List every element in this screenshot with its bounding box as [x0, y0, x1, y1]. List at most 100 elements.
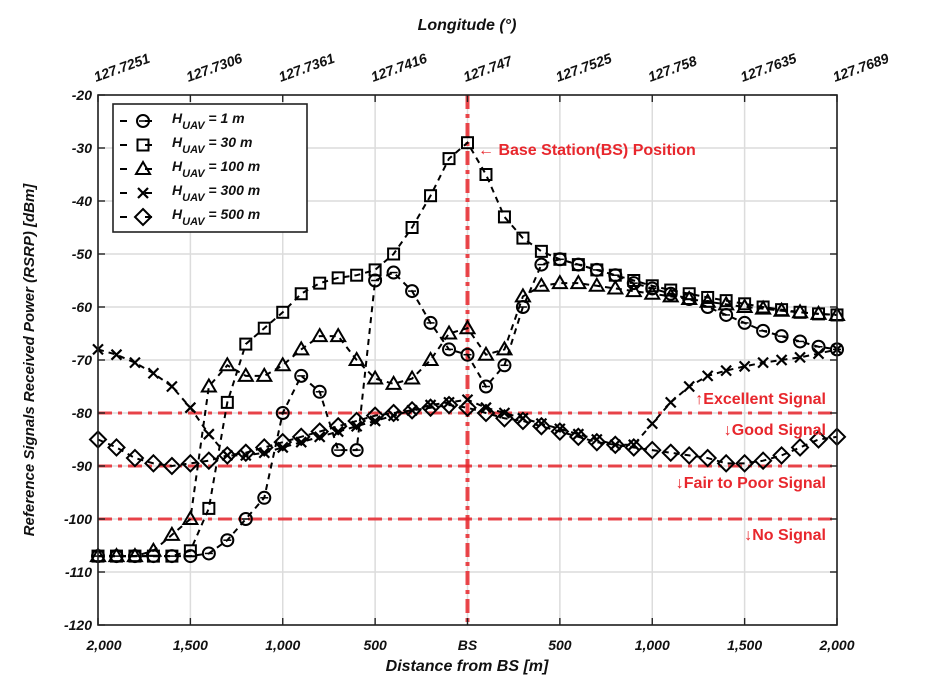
- y-tick-label: -80: [72, 405, 92, 421]
- diamond-marker: [384, 403, 404, 423]
- triangle-marker: [255, 366, 274, 382]
- excellent-signal-label: ↑Excellent Signal: [695, 391, 826, 408]
- triangle-marker: [144, 541, 163, 557]
- triangle-marker: [532, 276, 551, 292]
- diamond-marker: [661, 443, 681, 463]
- circle-marker: [737, 315, 752, 330]
- x-tick-label: 2,000: [85, 637, 121, 653]
- triangle-marker: [329, 327, 347, 343]
- circle-marker: [478, 379, 493, 394]
- x-marker: [701, 370, 714, 382]
- diamond-marker: [365, 406, 385, 426]
- y-tick-label: -30: [72, 140, 92, 156]
- y-tick-label: -90: [72, 458, 92, 474]
- diamond-marker: [458, 398, 477, 418]
- x-marker: [203, 428, 215, 440]
- circle-marker: [460, 347, 475, 362]
- square-marker: [571, 258, 585, 272]
- x-tick-label: 1,000: [265, 637, 300, 653]
- diamond-marker: [199, 451, 219, 471]
- x-tick-label: 500: [363, 637, 387, 653]
- circle-marker: [331, 443, 346, 458]
- circle-marker: [774, 329, 789, 344]
- diamond-marker: [125, 448, 145, 468]
- diamond-marker: [476, 403, 496, 423]
- circle-marker: [294, 368, 309, 383]
- triangle-marker: [606, 279, 625, 295]
- legend-entry-label: HUAV = 500 m: [172, 206, 260, 228]
- x-marker: [137, 187, 149, 199]
- diamond-marker: [568, 427, 588, 447]
- square-marker: [368, 263, 382, 277]
- diamond-marker: [772, 445, 791, 465]
- top-tick-label: 127.758: [646, 52, 699, 84]
- top-tick-label: 127.7361: [276, 50, 337, 85]
- triangle-marker: [181, 510, 200, 525]
- y-tick-label: -70: [72, 352, 92, 368]
- square-marker: [136, 138, 150, 152]
- circle-marker: [349, 443, 364, 458]
- x-axis-label: Distance from BS [m]: [386, 658, 549, 675]
- x-marker: [794, 351, 806, 364]
- square-marker: [442, 152, 456, 166]
- diamond-marker: [133, 207, 153, 227]
- circle-marker: [238, 512, 253, 526]
- circle-marker: [756, 323, 771, 338]
- diamond-marker: [347, 411, 367, 431]
- no-signal-label: ↓No Signal: [744, 527, 826, 544]
- square-marker: [516, 231, 530, 245]
- x-tick-label: 1,500: [173, 637, 208, 653]
- triangle-marker: [625, 282, 643, 298]
- triangle-marker: [588, 276, 606, 292]
- circle-marker: [312, 384, 327, 399]
- good-signal-label: ↓Good Signal: [724, 422, 826, 439]
- square-marker: [645, 279, 659, 293]
- circle-marker: [405, 284, 420, 299]
- triangle-marker: [698, 292, 717, 308]
- x-marker: [664, 396, 677, 409]
- circle-marker: [423, 315, 438, 330]
- diamond-marker: [439, 395, 459, 415]
- triangle-marker: [661, 287, 680, 303]
- top-tick-label: 127.7306: [184, 50, 245, 85]
- triangle-marker: [163, 525, 181, 541]
- diamond-marker: [735, 453, 755, 473]
- circle-marker: [497, 358, 512, 373]
- diamond-marker: [217, 445, 237, 465]
- square-marker: [497, 210, 511, 224]
- x-tick-label: 1,000: [635, 637, 670, 653]
- diamond-marker: [679, 445, 699, 465]
- triangle-marker: [717, 295, 735, 311]
- triangle-marker: [477, 345, 495, 361]
- x-marker: [129, 356, 141, 369]
- diamond-marker: [605, 435, 625, 455]
- diamond-marker: [531, 416, 551, 436]
- diamond-marker: [698, 448, 718, 468]
- x-marker: [147, 367, 160, 380]
- square-marker: [701, 290, 715, 304]
- x-marker: [184, 401, 197, 414]
- x-marker: [683, 380, 695, 393]
- triangle-marker: [440, 324, 458, 340]
- diamond-marker: [790, 438, 810, 457]
- legend-entry-label: HUAV = 300 m: [172, 182, 260, 204]
- triangle-marker: [809, 304, 828, 320]
- triangle-marker: [126, 547, 144, 563]
- square-marker: [239, 337, 253, 351]
- square-marker: [405, 221, 419, 234]
- fair-to-poor-signal-label: ↓Fair to Poor Signal: [676, 475, 826, 492]
- triangle-marker: [347, 351, 366, 366]
- diamond-marker: [328, 416, 348, 436]
- circle-marker: [220, 533, 235, 548]
- y-tick-label: -50: [72, 246, 92, 262]
- diamond-marker: [642, 440, 662, 460]
- square-marker: [350, 268, 364, 282]
- x-marker: [738, 360, 751, 373]
- x-tick-label: BS: [458, 637, 478, 653]
- diamond-marker: [144, 453, 163, 473]
- x-marker: [646, 417, 659, 430]
- y-tick-label: -20: [72, 87, 92, 103]
- circle-marker: [534, 257, 549, 272]
- x-marker: [313, 431, 326, 443]
- x-marker: [775, 354, 788, 366]
